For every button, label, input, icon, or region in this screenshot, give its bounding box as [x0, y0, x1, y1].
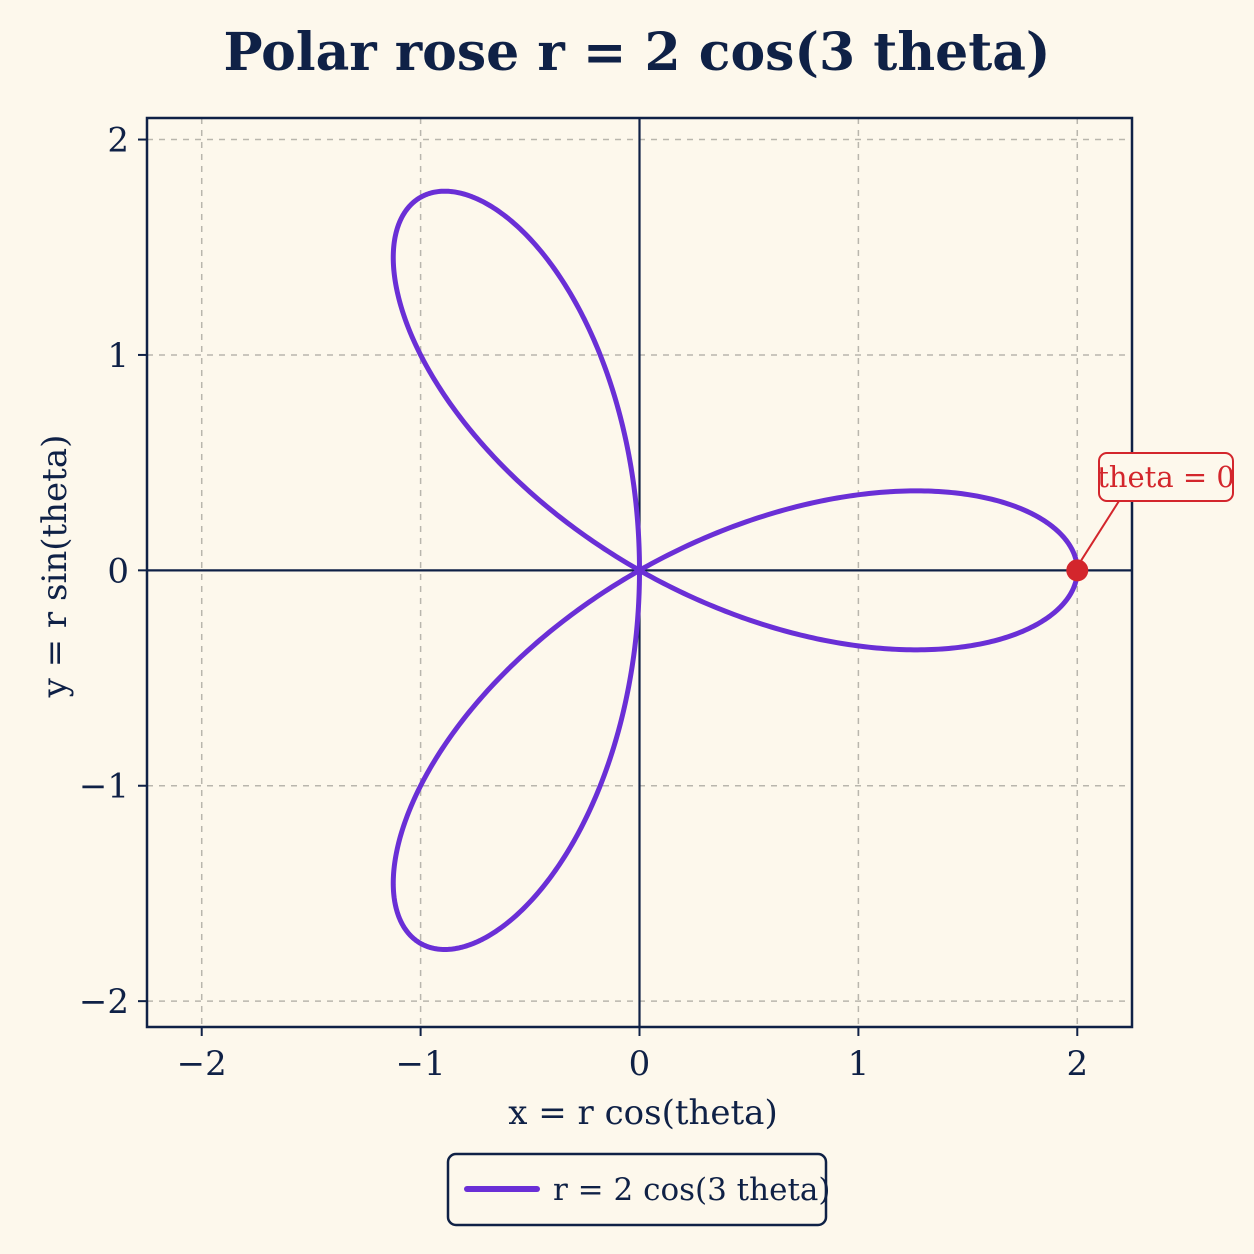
tick-marks: −2 −1 0 1 2 −2 −1 0 1 2	[79, 121, 1088, 1084]
x-tick-label: 1	[848, 1044, 870, 1084]
x-tick-label: −1	[396, 1044, 446, 1084]
annotation-label: theta = 0	[1097, 460, 1235, 494]
rose-curve	[390, 188, 1080, 952]
y-tick-label: 0	[107, 551, 129, 591]
legend-box	[446, 1152, 828, 1227]
legend: r = 2 cos(3 theta)	[446, 1152, 831, 1227]
annotation-box	[1098, 452, 1234, 502]
y-tick-label: −2	[79, 982, 129, 1022]
x-tick-label: −2	[177, 1044, 227, 1084]
x-tick-label: 2	[1066, 1044, 1088, 1084]
theta-zero-marker	[1066, 559, 1089, 582]
x-tick-label: 0	[629, 1044, 651, 1084]
annotation-leader-line	[1080, 500, 1120, 561]
legend-label: r = 2 cos(3 theta)	[553, 1172, 831, 1208]
y-tick-label: 2	[107, 121, 129, 161]
y-axis-title: y = r sin(theta)	[35, 435, 75, 699]
annotation: theta = 0	[1066, 452, 1235, 582]
plot-area	[390, 188, 1080, 952]
x-axis-title: x = r cos(theta)	[508, 1093, 777, 1133]
y-tick-label: −1	[79, 767, 129, 807]
chart-title: Polar rose r = 2 cos(3 theta)	[223, 22, 1050, 83]
y-tick-label: 1	[107, 336, 129, 376]
